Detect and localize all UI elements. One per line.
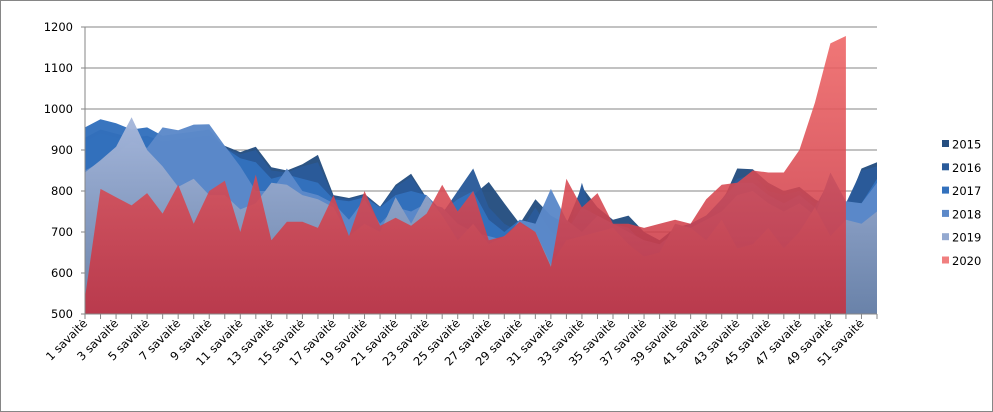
legend-label-2017: 2017 [952, 184, 981, 198]
legend-swatch-2020 [942, 256, 949, 264]
y-tick-label: 1000 [44, 102, 73, 116]
area-series-2020 [85, 36, 846, 314]
legend: 2015 2016 2017 2018 2019 2020 [942, 138, 981, 268]
legend-label-2019: 2019 [952, 231, 981, 245]
legend-swatch-2017 [942, 186, 949, 194]
y-tick-label: 900 [51, 143, 73, 157]
y-tick-label: 700 [51, 225, 73, 239]
legend-label-2020: 2020 [952, 254, 981, 268]
y-tick-label: 1200 [44, 20, 73, 34]
legend-label-2016: 2016 [952, 161, 981, 175]
y-tick-label: 1100 [44, 61, 73, 75]
legend-label-2015: 2015 [952, 138, 981, 152]
y-tick-label: 800 [51, 184, 73, 198]
legend-swatch-2015 [942, 140, 949, 147]
series-areas [85, 36, 877, 314]
y-tick-label: 600 [51, 266, 73, 280]
legend-swatch-2016 [942, 163, 949, 171]
legend-label-2018: 2018 [952, 207, 981, 221]
y-tick-label: 500 [51, 307, 73, 321]
legend-swatch-2019 [942, 233, 949, 241]
legend-swatch-2018 [942, 209, 949, 217]
